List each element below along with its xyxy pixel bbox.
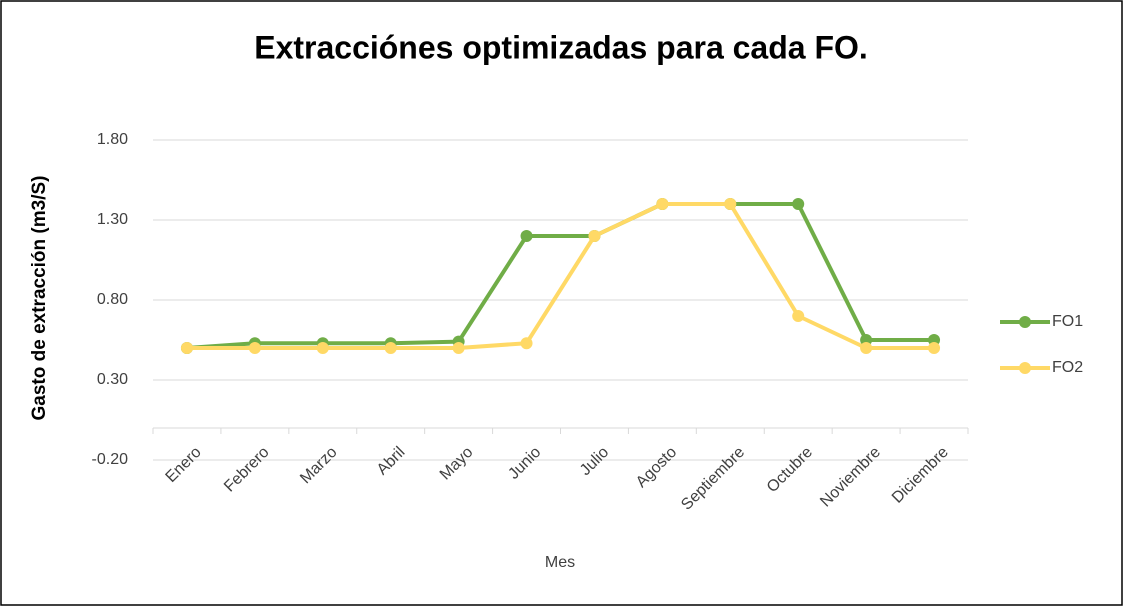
- data-point: [520, 230, 533, 242]
- legend-marker: [1019, 316, 1031, 328]
- data-point: [180, 342, 193, 354]
- y-axis-label: Gasto de extracción (m3/S): [29, 176, 50, 421]
- y-tick-label: 0.30: [97, 371, 128, 388]
- data-point: [792, 198, 805, 210]
- legend-marker: [1019, 362, 1031, 374]
- data-point: [520, 337, 533, 350]
- legend-label: FO1: [1052, 313, 1083, 330]
- data-point: [724, 198, 737, 210]
- series-line: [186, 202, 935, 350]
- series-line: [186, 202, 935, 350]
- y-tick-label: 0.80: [97, 291, 128, 308]
- y-tick-label: -0.20: [92, 451, 129, 468]
- data-point: [588, 230, 601, 242]
- data-point: [248, 342, 261, 354]
- data-point: [656, 198, 669, 210]
- data-point: [316, 342, 329, 354]
- chart-title: Extracciónes optimizadas para cada FO.: [254, 29, 868, 65]
- y-tick-label: 1.80: [97, 131, 128, 148]
- y-tick-label: 1.30: [97, 211, 128, 228]
- data-point: [452, 342, 465, 354]
- legend-label: FO2: [1052, 359, 1083, 376]
- data-point: [384, 342, 397, 354]
- data-point: [928, 342, 941, 354]
- x-axis-label: Mes: [545, 554, 575, 571]
- data-point: [860, 342, 873, 354]
- data-point: [792, 310, 805, 322]
